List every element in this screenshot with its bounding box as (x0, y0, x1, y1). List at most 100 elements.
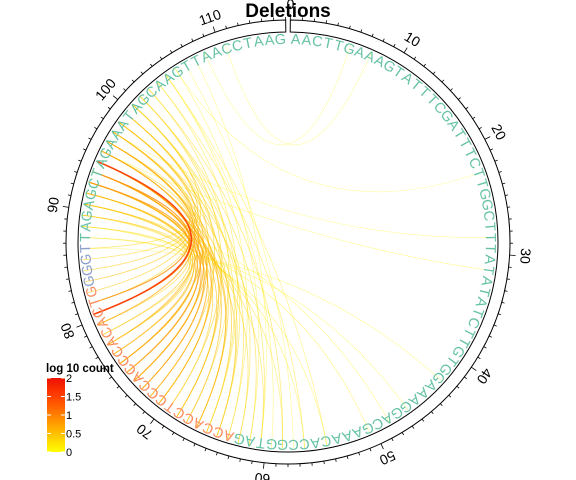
deletion-arc (147, 88, 283, 450)
minor-tick (504, 290, 508, 292)
minor-tick (161, 425, 165, 429)
minor-tick (360, 29, 363, 33)
major-tick (263, 462, 265, 469)
minor-tick (483, 346, 487, 349)
deletion-arc (174, 67, 260, 447)
deletion-arc (80, 225, 371, 434)
base-letter: G (277, 436, 289, 452)
minor-tick (191, 38, 194, 42)
minor-tick (109, 376, 112, 380)
tick-label: 70 (133, 421, 155, 443)
minor-tick (84, 335, 88, 338)
deletion-arc (80, 140, 192, 250)
legend-ticks: 0 0.5 1 1.5 2 (47, 373, 81, 459)
base-letter: C (89, 305, 108, 320)
major-tick (212, 26, 216, 33)
minor-tick (107, 106, 111, 110)
minor-tick (94, 127, 98, 130)
color-legend: log 10 count 0 0.5 1 1.5 2 (46, 363, 114, 459)
minor-tick (70, 182, 74, 185)
minor-tick (68, 290, 72, 292)
minor-tick (95, 356, 99, 360)
minor-tick (140, 71, 144, 75)
minor-tick (432, 71, 436, 75)
base-letter: T (482, 233, 498, 242)
base-letter: A (481, 254, 498, 265)
base-letter: G (265, 435, 278, 452)
minor-tick (251, 461, 253, 465)
minor-tick (448, 394, 452, 398)
minor-tick (66, 278, 70, 280)
tick-label: 30 (517, 248, 534, 265)
minor-tick (142, 411, 146, 415)
sequence-ring (65, 19, 511, 465)
track-outline (65, 19, 511, 465)
deletion-arc (164, 73, 328, 447)
minor-tick (505, 194, 509, 196)
deletion-arc (89, 170, 190, 305)
base-letter: C (298, 435, 310, 452)
base-letter: G (78, 253, 95, 266)
sequence-bases: A A CTTGAAAGTATTTCGATTTCTTGGCTTTATATATCTTG… (78, 32, 498, 452)
minor-tick (507, 206, 511, 208)
minor-tick (458, 97, 461, 100)
minor-tick (171, 432, 175, 436)
base-letter: G (81, 274, 99, 288)
base-letter: T (322, 35, 334, 52)
base-letter: C (480, 210, 497, 222)
deletion-arc (79, 237, 410, 412)
minor-tick (430, 411, 434, 415)
minor-tick (89, 346, 93, 349)
minor-tick (74, 171, 78, 173)
minor-tick (494, 159, 498, 162)
minor-tick (159, 56, 163, 60)
minor-tick (440, 403, 443, 406)
minor-tick (464, 376, 467, 380)
deletion-arc (111, 130, 497, 238)
minor-tick (456, 385, 460, 389)
legend-colorbar (47, 378, 65, 452)
minor-tick (497, 313, 502, 316)
major-tick (112, 95, 118, 100)
minor-tick (501, 301, 505, 304)
minor-tick (100, 116, 104, 120)
minor-tick (225, 25, 227, 29)
minor-tick (216, 452, 218, 456)
tick-label: 50 (377, 448, 398, 469)
minor-tick (349, 25, 351, 29)
minor-tick (182, 438, 185, 442)
minor-tick (472, 116, 476, 120)
minor-tick (71, 301, 75, 304)
minor-tick (323, 461, 325, 465)
minor-tick (337, 22, 339, 26)
minor-tick (150, 63, 153, 67)
minor-tick (169, 49, 173, 54)
minor-tick (193, 443, 196, 447)
base-letter: T (255, 434, 266, 451)
minor-tick (131, 79, 135, 83)
major-tick (62, 206, 69, 208)
minor-tick (498, 171, 502, 173)
deletion-arc (203, 43, 352, 146)
minor-tick (237, 22, 239, 26)
minor-tick (83, 148, 87, 151)
minor-tick (227, 455, 230, 460)
base-letter: T (332, 38, 345, 56)
base-letter: T (242, 35, 254, 52)
minor-tick (423, 63, 426, 67)
minor-tick (239, 458, 241, 462)
minor-tick (493, 324, 497, 327)
minor-tick (489, 148, 493, 151)
minor-tick (123, 88, 126, 91)
minor-tick (204, 448, 207, 452)
base-letter: A (253, 33, 265, 50)
base-letter: C (85, 177, 103, 192)
minor-tick (391, 438, 394, 442)
deletion-arc (83, 203, 283, 450)
base-letter: A (301, 32, 312, 49)
deletion-arc (164, 73, 248, 442)
minor-tick (450, 88, 453, 91)
minor-tick (88, 137, 92, 140)
